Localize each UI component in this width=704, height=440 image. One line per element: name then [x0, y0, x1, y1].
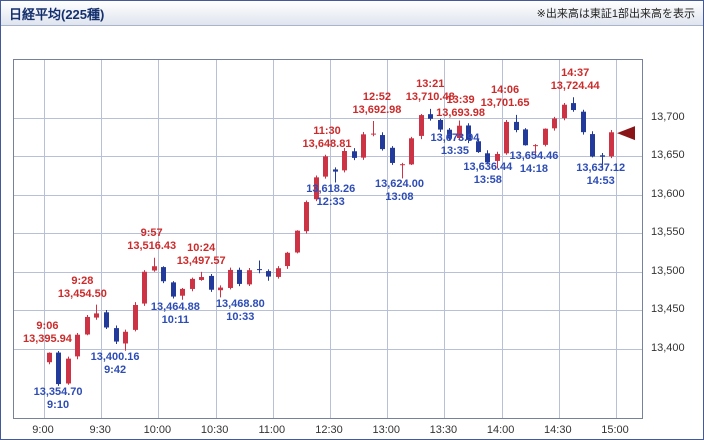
x-axis-label: 9:30: [89, 424, 111, 436]
candle: [314, 177, 319, 200]
candle: [419, 115, 424, 136]
candle: [504, 121, 509, 154]
candle: [447, 129, 452, 139]
candle: [552, 118, 557, 129]
candle: [543, 128, 548, 145]
x-axis-label: 13:00: [372, 424, 400, 436]
x-axis-label: 13:30: [429, 424, 458, 436]
y-axis-label: 13,600: [651, 187, 685, 200]
candle: [600, 155, 605, 157]
candle: [609, 132, 614, 157]
volume-note: ※出来高は東証1部出来高を表示: [536, 8, 695, 20]
candle: [266, 271, 271, 277]
candlestick-plot: [13, 59, 643, 419]
candle: [371, 133, 376, 135]
title-bar: 日経平均(225種) ※出来高は東証1部出来高を表示: [1, 1, 703, 26]
candle: [218, 287, 223, 291]
candle: [237, 269, 242, 284]
x-axis-label: 14:00: [486, 424, 515, 436]
candle: [342, 151, 347, 171]
candle: [523, 129, 528, 146]
x-axis-label: 11:00: [258, 424, 286, 436]
candle: [457, 125, 462, 138]
candle: [590, 134, 595, 157]
y-axis-label: 13,650: [651, 149, 685, 162]
y-axis-label: 13,400: [651, 341, 685, 354]
candle: [66, 358, 71, 384]
candle: [476, 141, 481, 153]
candle: [123, 331, 128, 344]
candle: [380, 135, 385, 150]
candle: [171, 282, 176, 297]
candle: [438, 119, 443, 130]
candle: [190, 278, 195, 289]
candle: [304, 202, 309, 232]
candle: [466, 125, 471, 140]
candle: [209, 275, 214, 290]
candle: [133, 304, 138, 330]
candle: [562, 104, 567, 119]
candle: [75, 334, 80, 357]
candle: [485, 153, 490, 163]
candle: [333, 169, 338, 172]
candle: [104, 312, 109, 328]
candle: [495, 153, 500, 161]
candle: [571, 103, 576, 111]
candle: [180, 288, 185, 296]
x-axis-label: 12:30: [315, 424, 343, 436]
candle: [94, 313, 99, 318]
candle: [285, 252, 290, 267]
candle: [114, 328, 119, 342]
candle: [514, 121, 519, 131]
candle: [199, 277, 204, 280]
x-axis-label: 10:30: [200, 424, 229, 436]
candle: [142, 271, 147, 304]
candle: [323, 156, 328, 177]
candle: [352, 151, 357, 158]
candle: [228, 269, 233, 288]
candle: [85, 316, 90, 335]
candle: [247, 270, 252, 285]
y-axis-label: 13,700: [651, 110, 685, 123]
candle: [257, 269, 262, 271]
candle: [47, 352, 52, 363]
y-axis-label: 13,450: [651, 303, 685, 316]
plot-canvas: [14, 60, 642, 418]
candle: [390, 147, 395, 163]
candle: [400, 164, 405, 166]
candle: [581, 111, 586, 133]
y-axis-label: 13,500: [651, 264, 685, 277]
candle: [295, 230, 300, 253]
candle: [161, 267, 166, 282]
candle: [428, 114, 433, 119]
candle: [56, 352, 61, 385]
current-price-marker: [617, 126, 635, 141]
chart-title: 日経平均(225種): [9, 6, 105, 22]
candle: [361, 134, 366, 158]
candle: [276, 268, 281, 277]
x-axis-label: 9:00: [32, 424, 54, 436]
candle: [409, 138, 414, 165]
x-axis-label: 15:00: [601, 424, 629, 436]
candle: [533, 145, 538, 147]
x-axis-label: 10:00: [143, 424, 172, 436]
candle: [152, 266, 157, 271]
y-axis-label: 13,550: [651, 226, 685, 239]
x-axis-label: 14:30: [544, 424, 572, 436]
